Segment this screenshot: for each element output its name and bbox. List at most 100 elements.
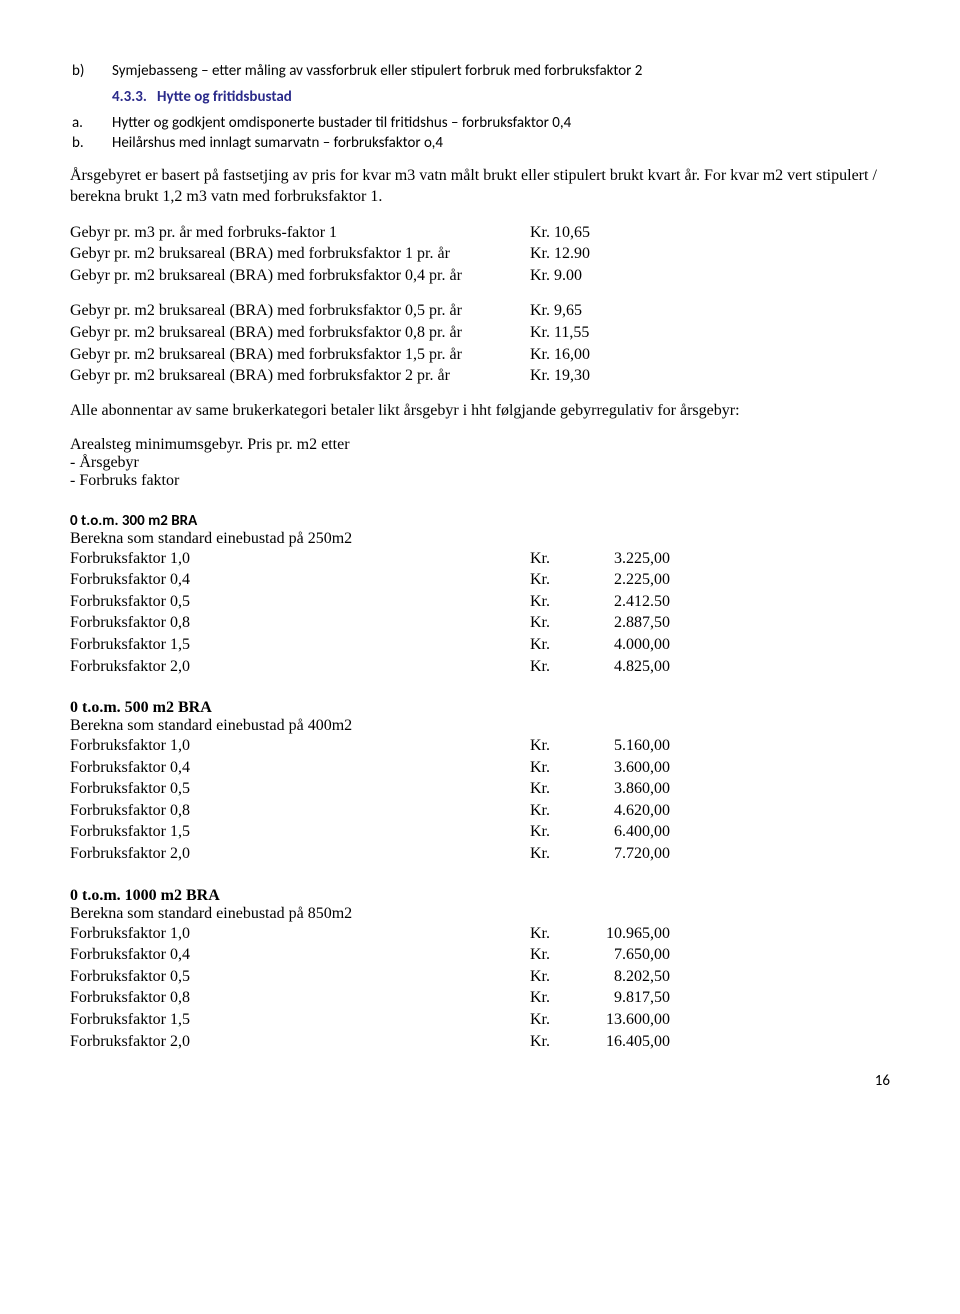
rate-value: Kr. 9.00 — [530, 265, 650, 287]
band-row-amount: 4.000,00 — [570, 634, 670, 656]
sub-item-a: a.Hytter og godkjent omdisponerte bustad… — [112, 114, 890, 132]
band-row-label: Forbruksfaktor 0,4 — [70, 757, 530, 779]
band-row: Forbruksfaktor 2,0Kr.4.825,00 — [70, 656, 890, 678]
band-row-label: Forbruksfaktor 2,0 — [70, 843, 530, 865]
band-row-kr: Kr. — [530, 569, 570, 591]
rate-row: Gebyr pr. m2 bruksareal (BRA) med forbru… — [70, 300, 890, 322]
rate-label: Gebyr pr. m2 bruksareal (BRA) med forbru… — [70, 265, 530, 287]
band-row: Forbruksfaktor 0,8Kr.9.817,50 — [70, 987, 890, 1009]
rate-label: Gebyr pr. m2 bruksareal (BRA) med forbru… — [70, 243, 530, 265]
arealsteg-line-0: - Årsgebyr — [70, 454, 890, 472]
rate-label: Gebyr pr. m2 bruksareal (BRA) med forbru… — [70, 365, 530, 387]
band-row: Forbruksfaktor 1,0Kr.10.965,00 — [70, 923, 890, 945]
band-block: 0 t.o.m. 500 m2 BRABerekna som standard … — [70, 699, 890, 865]
band-row-amount: 13.600,00 — [570, 1009, 670, 1031]
band-row-amount: 2.887,50 — [570, 612, 670, 634]
page-number: 16 — [70, 1072, 890, 1090]
band-row-label: Forbruksfaktor 2,0 — [70, 1031, 530, 1053]
band-row: Forbruksfaktor 1,0Kr.3.225,00 — [70, 548, 890, 570]
band-row: Forbruksfaktor 0,4Kr.7.650,00 — [70, 944, 890, 966]
rate-value: Kr. 10,65 — [530, 222, 650, 244]
rate-value: Kr. 11,55 — [530, 322, 650, 344]
section-title: 4.3.3. Hytte og fritidsbustad — [112, 88, 890, 106]
band-row-label: Forbruksfaktor 0,5 — [70, 778, 530, 800]
band-row-label: Forbruksfaktor 2,0 — [70, 656, 530, 678]
band-title: 0 t.o.m. 500 m2 BRA — [70, 699, 890, 717]
band-row-label: Forbruksfaktor 0,4 — [70, 569, 530, 591]
band-row-kr: Kr. — [530, 843, 570, 865]
band-subtitle: Berekna som standard einebustad på 400m2 — [70, 717, 890, 735]
band-row-kr: Kr. — [530, 966, 570, 988]
band-row-label: Forbruksfaktor 1,0 — [70, 548, 530, 570]
band-row-label: Forbruksfaktor 0,8 — [70, 987, 530, 1009]
band-row-amount: 9.817,50 — [570, 987, 670, 1009]
bands-container: 0 t.o.m. 300 m2 BRABerekna som standard … — [70, 512, 890, 1053]
band-row-kr: Kr. — [530, 778, 570, 800]
rate-value: Kr. 16,00 — [530, 344, 650, 366]
band-row-amount: 3.600,00 — [570, 757, 670, 779]
rate-row: Gebyr pr. m2 bruksareal (BRA) med forbru… — [70, 243, 890, 265]
band-row-label: Forbruksfaktor 1,5 — [70, 634, 530, 656]
header-item-b: b)Symjebasseng – etter måling av vassfor… — [112, 62, 890, 80]
note-paragraph: Alle abonnentar av same brukerkategori b… — [70, 401, 890, 422]
arealsteg-block: Arealsteg minimumsgebyr. Pris pr. m2 ett… — [70, 436, 890, 490]
band-row-amount: 16.405,00 — [570, 1031, 670, 1053]
rate-label: Gebyr pr. m3 pr. år med forbruks-faktor … — [70, 222, 530, 244]
band-subtitle: Berekna som standard einebustad på 850m2 — [70, 905, 890, 923]
band-row-kr: Kr. — [530, 944, 570, 966]
band-row-label: Forbruksfaktor 1,0 — [70, 923, 530, 945]
band-row-kr: Kr. — [530, 1009, 570, 1031]
rate-value: Kr. 12.90 — [530, 243, 650, 265]
rate-label: Gebyr pr. m2 bruksareal (BRA) med forbru… — [70, 322, 530, 344]
band-row-amount: 10.965,00 — [570, 923, 670, 945]
band-row: Forbruksfaktor 0,4Kr.3.600,00 — [70, 757, 890, 779]
band-row-amount: 2.225,00 — [570, 569, 670, 591]
band-row-kr: Kr. — [530, 800, 570, 822]
rate-label: Gebyr pr. m2 bruksareal (BRA) med forbru… — [70, 344, 530, 366]
band-row: Forbruksfaktor 0,5Kr.8.202,50 — [70, 966, 890, 988]
band-row-amount: 7.720,00 — [570, 843, 670, 865]
band-row: Forbruksfaktor 0,8Kr.4.620,00 — [70, 800, 890, 822]
band-title: 0 t.o.m. 1000 m2 BRA — [70, 887, 890, 905]
band-row-amount: 7.650,00 — [570, 944, 670, 966]
rate-row: Gebyr pr. m2 bruksareal (BRA) med forbru… — [70, 265, 890, 287]
band-row-amount: 4.620,00 — [570, 800, 670, 822]
band-row-kr: Kr. — [530, 923, 570, 945]
band-row-amount: 3.860,00 — [570, 778, 670, 800]
band-row-amount: 4.825,00 — [570, 656, 670, 678]
band-row: Forbruksfaktor 1,0Kr.5.160,00 — [70, 735, 890, 757]
band-row-label: Forbruksfaktor 0,4 — [70, 944, 530, 966]
band-row-label: Forbruksfaktor 0,8 — [70, 612, 530, 634]
band-row-label: Forbruksfaktor 1,0 — [70, 735, 530, 757]
band-row-amount: 8.202,50 — [570, 966, 670, 988]
band-row: Forbruksfaktor 1,5Kr.4.000,00 — [70, 634, 890, 656]
band-row-kr: Kr. — [530, 821, 570, 843]
rates-group-2: Gebyr pr. m2 bruksareal (BRA) med forbru… — [70, 300, 890, 386]
arealsteg-line-1: - Forbruks faktor — [70, 472, 890, 490]
band-row-amount: 5.160,00 — [570, 735, 670, 757]
band-row: Forbruksfaktor 0,5Kr.3.860,00 — [70, 778, 890, 800]
band-row: Forbruksfaktor 1,5Kr.13.600,00 — [70, 1009, 890, 1031]
band-row-kr: Kr. — [530, 735, 570, 757]
band-row-kr: Kr. — [530, 1031, 570, 1053]
band-row-kr: Kr. — [530, 612, 570, 634]
band-row-kr: Kr. — [530, 634, 570, 656]
band-row-label: Forbruksfaktor 0,8 — [70, 800, 530, 822]
band-row-label: Forbruksfaktor 0,5 — [70, 966, 530, 988]
rate-value: Kr. 19,30 — [530, 365, 650, 387]
rates-group-1: Gebyr pr. m3 pr. år med forbruks-faktor … — [70, 222, 890, 287]
rate-row: Gebyr pr. m3 pr. år med forbruks-faktor … — [70, 222, 890, 244]
band-row: Forbruksfaktor 2,0Kr.7.720,00 — [70, 843, 890, 865]
band-row-kr: Kr. — [530, 987, 570, 1009]
band-row-kr: Kr. — [530, 591, 570, 613]
band-row-amount: 6.400,00 — [570, 821, 670, 843]
band-block: 0 t.o.m. 300 m2 BRABerekna som standard … — [70, 512, 890, 678]
band-row-amount: 2.412.50 — [570, 591, 670, 613]
band-row-label: Forbruksfaktor 1,5 — [70, 821, 530, 843]
rate-row: Gebyr pr. m2 bruksareal (BRA) med forbru… — [70, 344, 890, 366]
band-row-amount: 3.225,00 — [570, 548, 670, 570]
header-item-b-text: Symjebasseng – etter måling av vassforbr… — [112, 62, 642, 80]
band-row: Forbruksfaktor 0,4Kr.2.225,00 — [70, 569, 890, 591]
band-subtitle: Berekna som standard einebustad på 250m2 — [70, 530, 890, 548]
band-row: Forbruksfaktor 0,8Kr.2.887,50 — [70, 612, 890, 634]
